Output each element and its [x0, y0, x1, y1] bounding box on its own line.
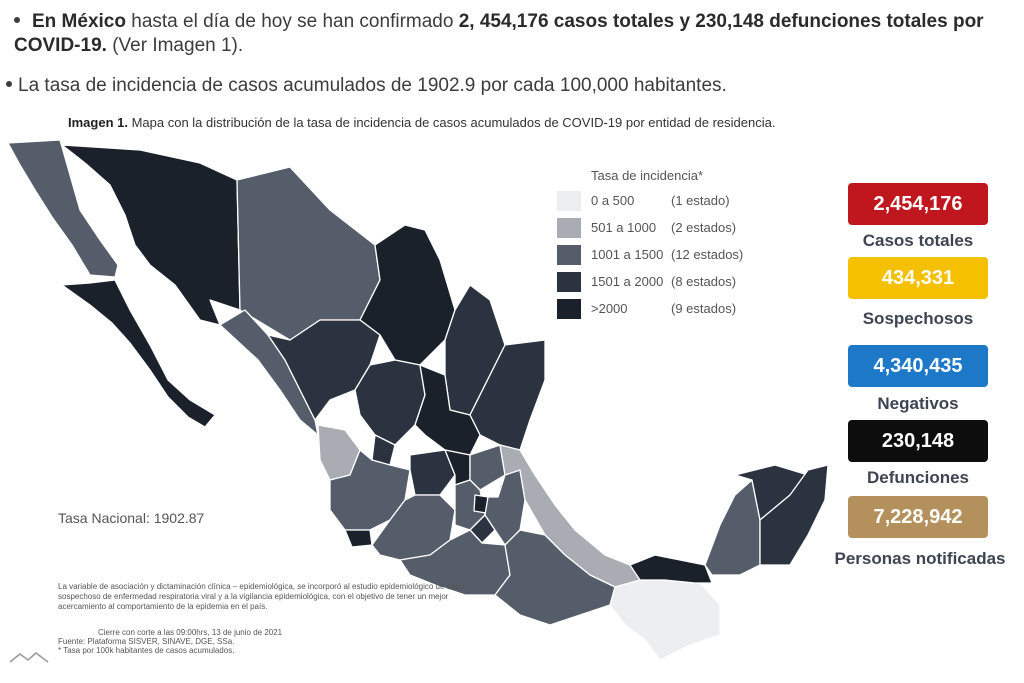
state-sonora: [61, 144, 241, 326]
legend-item: 0 a 500 (1 estado): [557, 187, 743, 214]
bullet-icon: [14, 16, 20, 23]
stat-value: 7,228,942: [848, 496, 988, 538]
tasa-nacional: Tasa Nacional: 1902.87: [58, 510, 205, 526]
stat-label: Sospechosos: [862, 309, 974, 328]
legend-range: 1501 a 2000: [591, 274, 664, 289]
state-chiapas: [609, 579, 721, 661]
stat-label: Negativos: [877, 394, 959, 413]
stat-value: 230,148: [848, 420, 988, 462]
legend-count: (12 estados): [671, 247, 744, 262]
legend-item: >2000 (9 estados): [557, 295, 743, 322]
legend-item: 501 a 1000 (2 estados): [557, 214, 743, 241]
cierre-note: Cierre con corte a las 09:00hrs, 13 de j…: [98, 628, 283, 637]
state-chihuahua: [236, 166, 381, 341]
bullet-icon: [6, 80, 12, 87]
intro-line-2: La tasa de incidencia de casos acumulado…: [6, 74, 727, 98]
fuente-note: Fuente: Plataforma SISVER, SINAVE, DGE, …: [58, 637, 235, 646]
state-coahuila: [359, 224, 456, 366]
state-quintana-roo: [759, 464, 829, 566]
stat-label: Personas notificadas: [834, 549, 1006, 568]
legend-item: 1501 a 2000 (8 estados): [557, 268, 743, 295]
legend-count: (2 estados): [671, 220, 737, 235]
state-baja-california: [7, 139, 119, 278]
intro-text: hasta el día de hoy se han confirmado: [125, 11, 459, 32]
logo-wave-icon: [9, 652, 49, 663]
legend-count: (8 estados): [671, 274, 737, 289]
state-campeche: [704, 479, 761, 576]
legend-range: 1001 a 1500: [591, 247, 664, 262]
stat-label: Casos totales: [862, 231, 974, 250]
stat-value: 2,454,176: [848, 183, 988, 225]
intro-line-1: En México hasta el día de hoy se han con…: [14, 10, 1014, 58]
caption-text: Mapa con la distribución de la tasa de i…: [127, 115, 776, 130]
state-colima: [344, 529, 373, 548]
state-hidalgo: [469, 444, 506, 491]
legend-swatch: [557, 298, 581, 319]
map-caption: Imagen 1. Mapa con la distribución de la…: [68, 115, 775, 130]
legend-swatch: [557, 244, 581, 265]
state-tabasco: [629, 554, 713, 584]
legend-item: 1001 a 1500 (12 estados): [557, 241, 743, 268]
mexico-map: [7, 139, 829, 661]
intro-bold-country: En México: [32, 11, 126, 32]
source-notes: Cierre con corte a las 09:00hrs, 13 de j…: [58, 628, 282, 655]
caption-label: Imagen 1.: [68, 115, 128, 130]
legend-title: Tasa de incidencia*: [591, 168, 704, 183]
legend-range: 0 a 500: [591, 193, 635, 208]
methodology-note: La variable de asociación y dictaminació…: [58, 582, 464, 611]
intro-bold-totals: 2, 454,176 casos totales y 230,148 defun…: [14, 11, 984, 56]
tasa-note: * Tasa por 100k habitantes de casos acum…: [58, 646, 235, 655]
legend-swatch: [557, 271, 581, 292]
legend-range: 501 a 1000: [591, 220, 657, 235]
legend-count: (1 estado): [671, 193, 730, 208]
legend-range: >2000: [591, 301, 628, 316]
legend: Tasa de incidencia* 0 a 500 (1 estado) 501…: [557, 168, 743, 322]
legend-swatch: [557, 190, 581, 211]
legend-count: (9 estados): [671, 301, 737, 316]
incidence-text: La tasa de incidencia de casos acumulado…: [18, 75, 727, 96]
stat-label: Defunciones: [866, 468, 970, 487]
state-zacatecas: [354, 359, 426, 446]
state-jalisco: [329, 449, 411, 531]
stat-value: 4,340,435: [848, 345, 988, 387]
legend-swatch: [557, 217, 581, 238]
state-baja-california-sur: [61, 279, 216, 428]
stat-value: 434,331: [848, 257, 988, 299]
intro-ref: (Ver Imagen 1).: [106, 35, 244, 56]
